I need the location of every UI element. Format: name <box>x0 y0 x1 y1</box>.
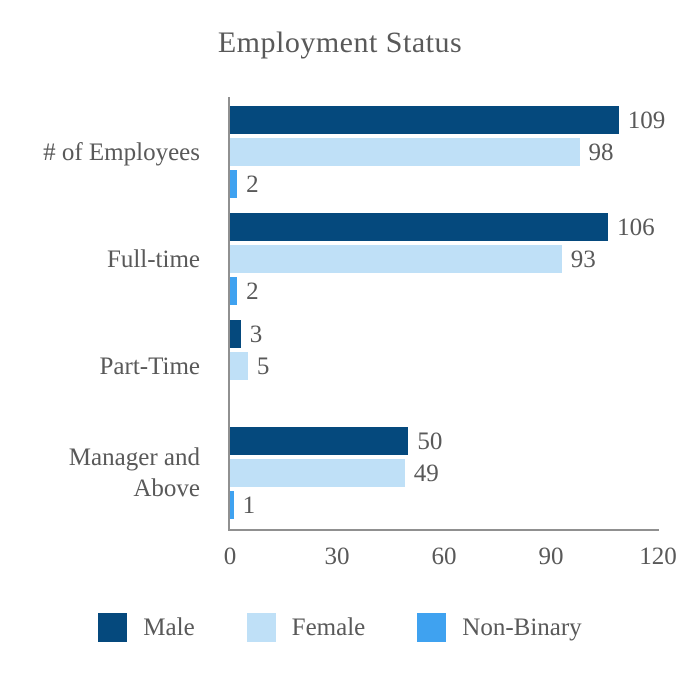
x-tick-label-90: 90 <box>538 543 564 570</box>
value-label-male-full-time: 106 <box>617 213 655 241</box>
legend-swatch-female <box>246 613 276 642</box>
bar-group-manager-and-above: Manager and Above 50 49 1 <box>0 427 680 519</box>
bar-male-part-time <box>230 320 241 348</box>
value-label-female-part-time: 5 <box>256 352 270 380</box>
bar-female-full-time <box>230 245 562 273</box>
bar-row-non-binary: 1 <box>230 491 658 519</box>
category-label-manager-and-above: Manager and Above <box>68 444 200 502</box>
bar-row-female: 93 <box>230 245 658 273</box>
bar-row-male: 106 <box>230 213 658 241</box>
legend-label-non-binary: Non-Binary <box>462 614 582 641</box>
legend-item-male: Male <box>98 613 195 642</box>
x-axis-line <box>228 529 659 531</box>
x-axis-ticks: 0 30 60 90 120 <box>224 543 677 574</box>
bar-row-male: 3 <box>230 320 658 348</box>
bar-stack-full-time: 106 93 2 <box>230 213 658 305</box>
legend-label-female: Female <box>291 614 366 641</box>
bar-row-female: 49 <box>230 459 658 487</box>
value-label-female-of-employees: 98 <box>588 138 614 166</box>
category-label-full-time: Full-time <box>106 245 200 273</box>
value-label-non-binary-full-time: 2 <box>246 277 259 305</box>
legend-item-non-binary: Non-Binary <box>417 613 582 642</box>
x-tick-label-60: 60 <box>431 543 457 570</box>
value-label-non-binary-of-employees: 2 <box>246 170 259 198</box>
bar-row-female: 98 <box>230 138 658 166</box>
bar-group-of-employees: # of Employees 109 98 2 <box>0 106 680 198</box>
bar-group-part-time: Part-Time 3 5 <box>0 320 680 412</box>
value-label-male-of-employees: 109 <box>627 106 666 134</box>
bar-stack-of-employees: 109 98 2 <box>230 106 665 198</box>
y-axis-line <box>228 97 230 531</box>
bar-male-full-time <box>230 213 609 241</box>
legend: Male Female Non-Binary <box>0 613 680 642</box>
bar-row-non-binary: 2 <box>230 277 658 305</box>
bar-row-male: 109 <box>230 106 665 134</box>
bar-row-female: 5 <box>230 352 658 380</box>
bar-male-manager-and-above <box>230 427 409 455</box>
category-label-of-employees: # of Employees <box>43 138 200 166</box>
value-label-non-binary-manager-and-above: 1 <box>242 491 256 519</box>
bar-female-manager-and-above <box>230 459 405 487</box>
bar-group-full-time: Full-time 106 93 2 <box>0 213 680 305</box>
chart-title: Employment Status <box>217 26 463 59</box>
legend-swatch-non-binary <box>417 613 447 642</box>
x-tick-label-30: 30 <box>324 543 350 570</box>
value-label-female-full-time: 93 <box>570 245 596 273</box>
bar-non-binary-of-employees <box>230 170 238 198</box>
bar-row-non-binary <box>230 384 658 412</box>
x-tick-label-0: 0 <box>223 543 237 570</box>
bar-male-of-employees <box>230 106 619 134</box>
value-label-male-manager-and-above: 50 <box>417 427 443 455</box>
bar-row-male: 50 <box>230 427 658 455</box>
bar-non-binary-full-time <box>230 277 238 305</box>
bar-row-non-binary: 2 <box>230 170 658 198</box>
legend-label-male: Male <box>143 614 195 641</box>
bar-stack-manager-and-above: 50 49 1 <box>230 427 658 519</box>
bar-non-binary-manager-and-above <box>230 491 234 519</box>
value-label-female-manager-and-above: 49 <box>413 459 439 487</box>
bar-female-of-employees <box>230 138 580 166</box>
legend-item-female: Female <box>246 613 366 642</box>
legend-swatch-male <box>98 613 128 642</box>
bar-groups: # of Employees 109 98 2 Full-time 106 93 2 Part-… <box>0 106 680 519</box>
category-label-part-time: Part-Time <box>99 352 200 380</box>
value-label-male-part-time: 3 <box>249 320 263 348</box>
bar-female-part-time <box>230 352 248 380</box>
x-tick-label-120: 120 <box>639 543 677 570</box>
